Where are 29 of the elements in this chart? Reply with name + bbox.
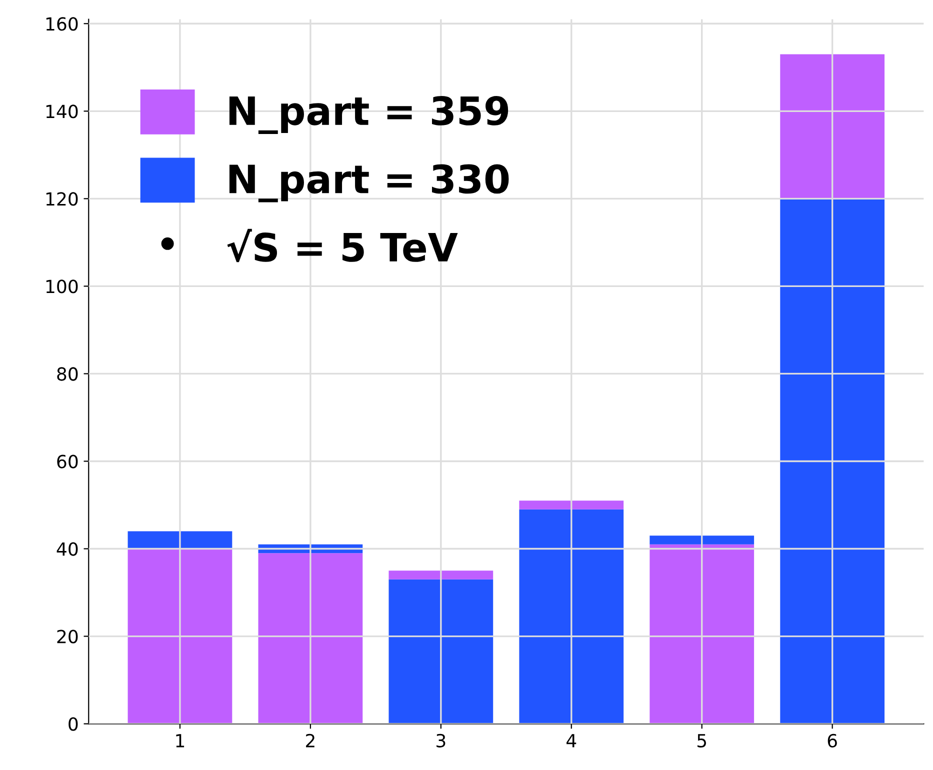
y-tick-label: 40 (56, 542, 78, 556)
y-tick-label: 160 (46, 17, 78, 31)
x-tick-label: 4 (566, 734, 576, 748)
bar (128, 531, 232, 549)
y-tick-label: 60 (57, 454, 78, 468)
y-tick-label: 20 (57, 630, 78, 644)
y-tick-label: 140 (46, 104, 78, 118)
legend-label: N_part = 330 (229, 164, 509, 202)
bar (780, 198, 885, 724)
x-tick-label: 3 (436, 734, 446, 748)
x-tick-label: 1 (176, 734, 184, 748)
bar (388, 579, 494, 724)
y-tick-label: 120 (46, 192, 78, 206)
bar (258, 553, 363, 724)
bar (650, 536, 754, 544)
y-tick-label: 100 (46, 280, 78, 294)
legend-label: N_part = 359 (229, 96, 508, 134)
x-tick-label: 5 (698, 734, 706, 748)
x-tick-label: 2 (306, 734, 314, 748)
bar (650, 544, 754, 724)
x-tick-label: 6 (828, 734, 837, 748)
bar (519, 509, 624, 724)
y-tick-label: 0 (68, 717, 78, 731)
annotation: √S = 5 TeV (227, 228, 458, 262)
bar (128, 548, 232, 724)
bar (519, 500, 624, 510)
y-tick-label: 80 (57, 367, 78, 381)
bar (780, 54, 885, 199)
bar (388, 570, 494, 580)
